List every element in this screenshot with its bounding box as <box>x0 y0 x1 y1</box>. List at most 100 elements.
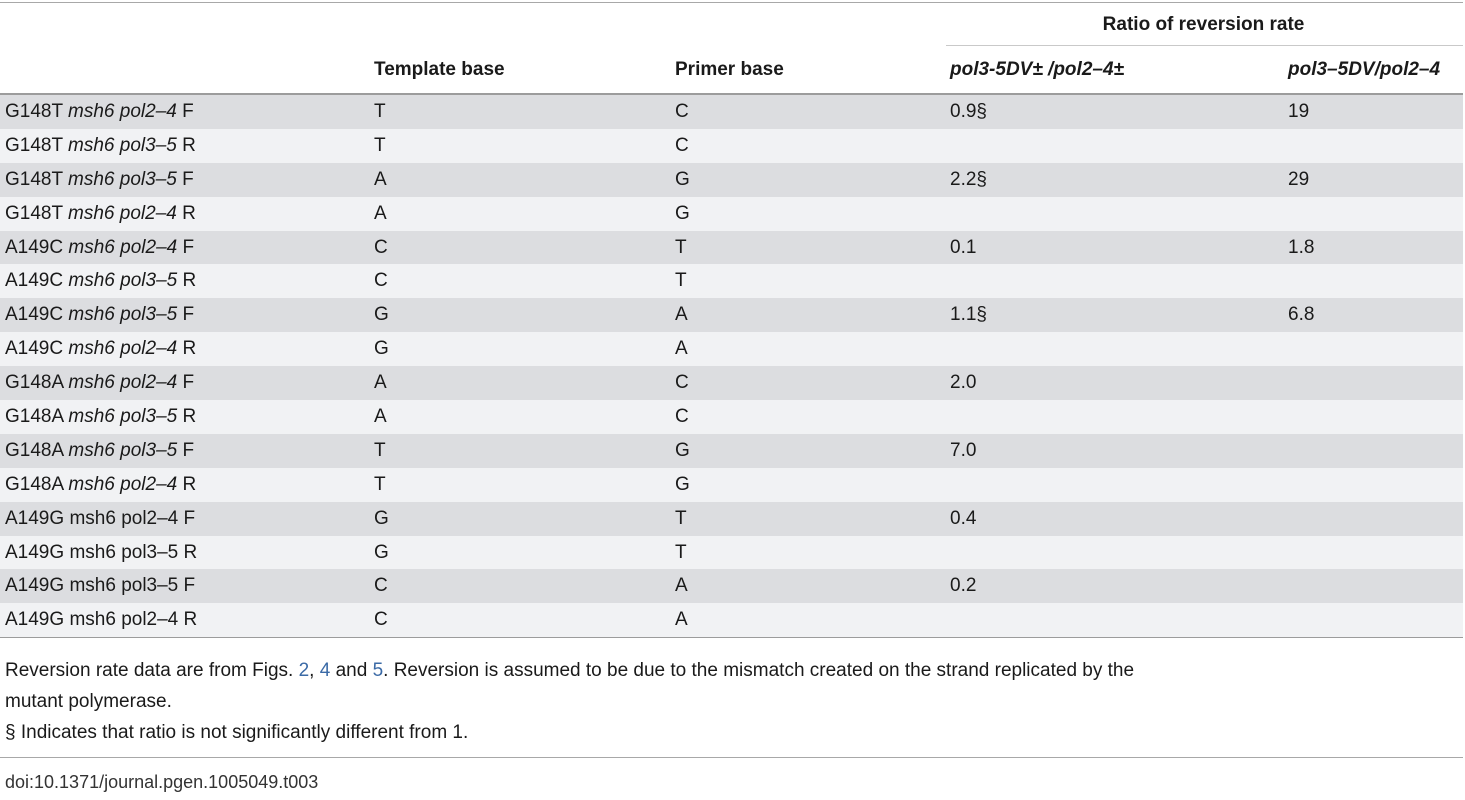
cell-template-base: G <box>374 338 389 360</box>
cell-primer-base: C <box>675 100 689 122</box>
cell-template-base: C <box>374 609 388 631</box>
header-empty <box>0 3 368 47</box>
cell-strain: A149G msh6 pol2–4 R <box>5 609 198 631</box>
cell-ratio-1: 0.2 <box>950 575 977 597</box>
table-row: A149G msh6 pol3–5 R G T <box>0 535 1464 570</box>
table-row: A149G msh6 pol2–4 R C A <box>0 603 1464 638</box>
cell-template-base: A <box>374 405 387 427</box>
cell-ratio-1: 0.4 <box>950 507 977 529</box>
doi-rule <box>0 757 1463 758</box>
cell-ratio-1 <box>944 603 1288 637</box>
cell-primer-base: C <box>675 405 689 427</box>
cell-ratio-2: 1.8 <box>1288 236 1315 258</box>
cell-strain: A149C msh6 pol3–5 F <box>5 304 195 326</box>
cell-primer-base: C <box>675 134 689 156</box>
cell-ratio-1: 2.0 <box>950 372 977 394</box>
cell-strain: G148T msh6 pol3–5 F <box>5 168 194 190</box>
cell-template-base: C <box>374 236 388 258</box>
cell-template-base: C <box>374 575 388 597</box>
header-template-base: Template base <box>374 59 505 80</box>
cell-ratio-2 <box>1288 366 1463 400</box>
cell-strain: G148T msh6 pol2–4 R <box>5 202 196 224</box>
cell-strain: A149G msh6 pol3–5 F <box>5 575 196 597</box>
data-table: Ratio of reversion rate Template base Pr… <box>0 3 1464 638</box>
cell-ratio-1: 7.0 <box>950 439 977 461</box>
cell-ratio-2 <box>1288 400 1463 434</box>
footnote-source: Reversion rate data are from Figs. 2, 4 … <box>5 660 1135 681</box>
table-row: G148A msh6 pol2–4 R T G <box>0 467 1464 502</box>
cell-primer-base: A <box>675 609 688 631</box>
group-header: Ratio of reversion rate <box>1102 14 1305 35</box>
header-primer-base: Primer base <box>675 59 784 80</box>
header-ratio-2: pol3–5DV/pol2–4 <box>1288 59 1441 80</box>
figure-link-2[interactable]: 2 <box>298 660 310 681</box>
cell-strain: A149C msh6 pol2–4 R <box>5 338 197 360</box>
cell-strain: G148A msh6 pol3–5 R <box>5 405 197 427</box>
cell-primer-base: A <box>675 304 688 326</box>
cell-primer-base: G <box>675 439 690 461</box>
cell-template-base: G <box>374 507 389 529</box>
header-ratio-1: pol3-5DV± /pol2–4± <box>950 59 1124 80</box>
footnote-significance: § Indicates that ratio is not significan… <box>5 722 469 743</box>
cell-primer-base: G <box>675 473 690 495</box>
table-row: G148T msh6 pol3–5 R T C <box>0 128 1464 163</box>
table-body: G148T msh6 pol2–4 F T C 0.9§ 19 G148T msh6 po… <box>0 94 1464 638</box>
cell-ratio-2 <box>1288 468 1463 502</box>
cell-template-base: C <box>374 270 388 292</box>
cell-strain: G148A msh6 pol2–4 R <box>5 473 197 495</box>
cell-template-base: G <box>374 541 389 563</box>
cell-primer-base: A <box>675 575 688 597</box>
footnote-source-cont: mutant polymerase. <box>5 691 172 712</box>
cell-template-base: A <box>374 202 387 224</box>
cell-ratio-1: 1.1§ <box>950 304 987 326</box>
figure-link-4[interactable]: 4 <box>319 660 331 681</box>
cell-ratio-1 <box>944 197 1288 231</box>
cell-ratio-1 <box>944 468 1288 502</box>
cell-strain: G148T msh6 pol3–5 R <box>5 134 196 156</box>
cell-ratio-1: 2.2§ <box>950 168 987 190</box>
cell-primer-base: G <box>675 168 690 190</box>
cell-ratio-1 <box>944 129 1288 163</box>
cell-strain: A149C msh6 pol3–5 R <box>5 270 197 292</box>
cell-ratio-2 <box>1288 197 1463 231</box>
cell-ratio-1 <box>944 400 1288 434</box>
header-strain <box>0 47 368 94</box>
table-footnotes: Reversion rate data are from Figs. 2, 4 … <box>5 655 1405 748</box>
cell-template-base: T <box>374 439 386 461</box>
table-row: A149C msh6 pol2–4 R G A <box>0 332 1464 367</box>
table-row: G148A msh6 pol2–4 F A C 2.0 <box>0 366 1464 401</box>
cell-primer-base: C <box>675 372 689 394</box>
cell-ratio-2: 19 <box>1288 100 1310 122</box>
cell-template-base: A <box>374 168 387 190</box>
cell-ratio-2: 29 <box>1288 168 1310 190</box>
table-row: A149C msh6 pol3–5 R C T <box>0 264 1464 299</box>
table-row: A149C msh6 pol2–4 F C T 0.1 1.8 <box>0 230 1464 265</box>
cell-template-base: T <box>374 134 386 156</box>
cell-template-base: G <box>374 304 389 326</box>
group-header-underline <box>946 45 1463 46</box>
table-row: A149G msh6 pol2–4 F G T 0.4 <box>0 501 1464 536</box>
cell-ratio-2 <box>1288 332 1463 366</box>
table-row: G148T msh6 pol2–4 R A G <box>0 196 1464 231</box>
cell-ratio-1 <box>944 264 1288 298</box>
cell-strain: G148T msh6 pol2–4 F <box>5 100 194 122</box>
cell-primer-base: A <box>675 338 688 360</box>
cell-ratio-2 <box>1288 569 1463 603</box>
cell-template-base: T <box>374 473 386 495</box>
figure-link-5[interactable]: 5 <box>372 660 384 681</box>
cell-ratio-1 <box>944 332 1288 366</box>
cell-primer-base: T <box>675 541 687 563</box>
cell-ratio-2: 6.8 <box>1288 304 1315 326</box>
cell-template-base: T <box>374 100 386 122</box>
cell-ratio-1: 0.1 <box>950 236 977 258</box>
cell-ratio-2 <box>1288 264 1463 298</box>
cell-ratio-2 <box>1288 502 1463 536</box>
top-rule <box>0 2 1463 3</box>
cell-template-base: A <box>374 372 387 394</box>
table-row: G148T msh6 pol2–4 F T C 0.9§ 19 <box>0 94 1464 129</box>
cell-ratio-2 <box>1288 129 1463 163</box>
cell-ratio-1 <box>944 536 1288 570</box>
cell-ratio-2 <box>1288 434 1463 468</box>
cell-strain: G148A msh6 pol2–4 F <box>5 372 195 394</box>
